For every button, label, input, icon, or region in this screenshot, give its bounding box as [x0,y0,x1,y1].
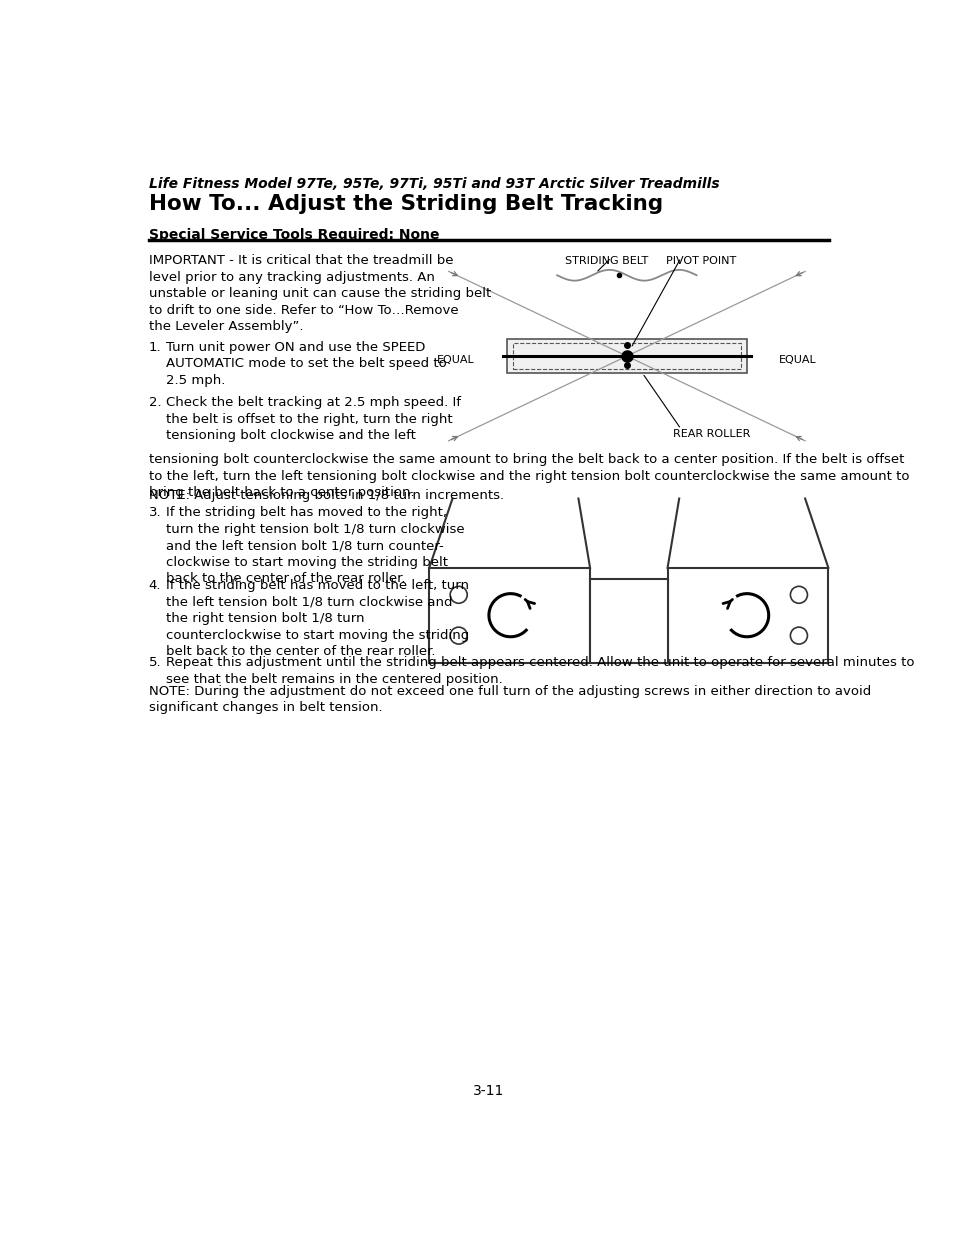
Text: How To... Adjust the Striding Belt Tracking: How To... Adjust the Striding Belt Track… [149,194,662,215]
Text: 3-11: 3-11 [473,1084,504,1098]
Text: NOTE: During the adjustment do not exceed one full turn of the adjusting screws : NOTE: During the adjustment do not excee… [149,685,870,714]
Text: 3.: 3. [149,506,161,519]
Text: Repeat this adjustment until the striding belt appears centered. Allow the unit : Repeat this adjustment until the stridin… [166,656,913,685]
Text: EQUAL: EQUAL [779,354,816,366]
Text: tensioning bolt counterclockwise the same amount to bring the belt back to a cen: tensioning bolt counterclockwise the sam… [149,453,908,499]
Text: Life Fitness Model 97Te, 95Te, 97Ti, 95Ti and 93T Arctic Silver Treadmills: Life Fitness Model 97Te, 95Te, 97Ti, 95T… [149,178,719,191]
Text: PIVOT POINT: PIVOT POINT [665,256,735,266]
Text: Check the belt tracking at 2.5 mph speed. If
the belt is offset to the right, tu: Check the belt tracking at 2.5 mph speed… [166,396,460,442]
Text: 5.: 5. [149,656,161,669]
Text: Turn unit power ON and use the SPEED
AUTOMATIC mode to set the belt speed to
2.5: Turn unit power ON and use the SPEED AUT… [166,341,446,387]
Text: If the striding belt has moved to the left, turn
the left tension bolt 1/8 turn : If the striding belt has moved to the le… [166,579,469,658]
Text: IMPORTANT - It is critical that the treadmill be
level prior to any tracking adj: IMPORTANT - It is critical that the trea… [149,254,491,333]
Text: 4.: 4. [149,579,161,593]
Bar [513,343,740,369]
Text: 2.: 2. [149,396,161,409]
Text: Special Service Tools Required: None: Special Service Tools Required: None [149,227,438,242]
Bar [506,340,746,373]
Bar [667,568,827,662]
Text: If the striding belt has moved to the right,
turn the right tension bolt 1/8 tur: If the striding belt has moved to the ri… [166,506,464,585]
Text: 1.: 1. [149,341,161,353]
Text: STRIDING BELT: STRIDING BELT [564,256,647,266]
Text: NOTE: Adjust tensioning bolts in 1/8 turn increments.: NOTE: Adjust tensioning bolts in 1/8 tur… [149,489,503,503]
Bar [590,579,667,662]
Bar [429,568,590,662]
Text: REAR ROLLER: REAR ROLLER [673,430,750,440]
Text: EQUAL: EQUAL [436,354,475,366]
